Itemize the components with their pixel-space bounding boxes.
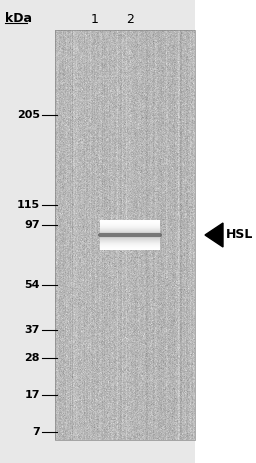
Text: 2: 2 [126,13,134,26]
Text: 28: 28 [25,353,40,363]
Text: 54: 54 [25,280,40,290]
Text: 1: 1 [91,13,99,26]
Text: 37: 37 [25,325,40,335]
Polygon shape [205,223,223,247]
Bar [0,0,55,463]
Text: 17: 17 [25,390,40,400]
Text: HSL: HSL [226,229,253,242]
Bar [55,30,195,440]
Text: 205: 205 [17,110,40,120]
Bar [55,0,195,30]
Text: 7: 7 [32,427,40,437]
Text: kDa: kDa [5,12,32,25]
Bar [195,0,256,463]
Text: 115: 115 [17,200,40,210]
Text: 97: 97 [24,220,40,230]
